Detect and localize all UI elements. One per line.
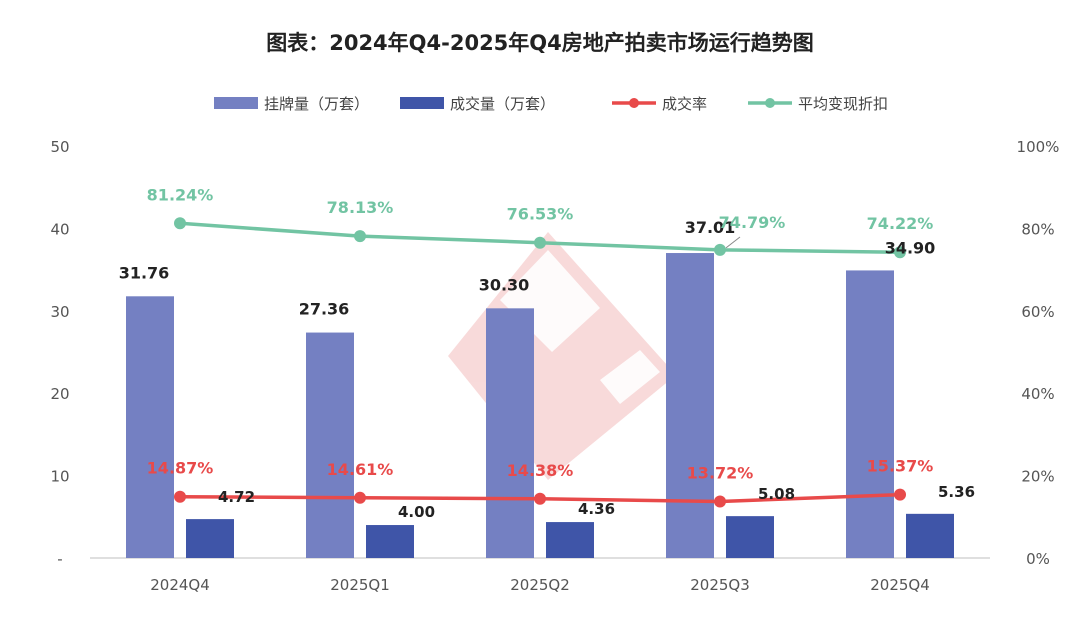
label-avg-discount: 76.53% [507, 205, 574, 224]
y-right-tick-label: 60% [1021, 303, 1054, 321]
legend-swatch-dot [765, 98, 775, 108]
y-left-tick-label: 20 [50, 385, 69, 403]
bar-deals [366, 525, 414, 558]
y-left-tick-label: - [57, 550, 62, 568]
point-deal-rate [894, 488, 906, 501]
point-avg-discount [354, 230, 366, 243]
point-deal-rate [174, 490, 186, 503]
leader-line [725, 236, 741, 249]
label-deal-rate: 14.61% [327, 460, 394, 479]
point-avg-discount [534, 236, 546, 249]
y-right-tick-label: 80% [1021, 220, 1054, 238]
x-tick-label: 2025Q2 [510, 576, 570, 594]
point-deal-rate [354, 491, 366, 504]
lines [174, 217, 906, 508]
label-avg-discount: 81.24% [147, 185, 214, 204]
y-left-tick-label: 50 [50, 138, 69, 156]
point-deal-rate [534, 492, 546, 505]
label-deals: 4.00 [398, 503, 435, 521]
x-tick-label: 2025Q4 [870, 576, 930, 594]
label-listing: 27.36 [299, 300, 350, 319]
bar-deals [546, 522, 594, 558]
x-tick-label: 2025Q1 [330, 576, 390, 594]
data-labels: 31.76 27.36 30.30 37.01 34.90 4.72 4.00 4.36 5.0… [119, 185, 975, 521]
bar-listing [306, 332, 354, 558]
y-left-tick-label: 40 [50, 220, 69, 238]
label-deals: 5.08 [758, 485, 795, 503]
label-deal-rate: 13.72% [687, 463, 754, 482]
bars [126, 253, 954, 558]
label-avg-discount: 74.79% [719, 213, 786, 232]
watermark-logo-icon [448, 232, 676, 480]
bar-deals [726, 516, 774, 558]
y-right-tick-label: 100% [1017, 138, 1060, 156]
label-listing: 30.30 [479, 275, 530, 294]
bar-listing [846, 270, 894, 558]
bar-listing [666, 253, 714, 558]
bar-deals [186, 519, 234, 558]
legend-label: 挂牌量（万套） [264, 95, 369, 113]
y-right-tick-label: 40% [1021, 385, 1054, 403]
point-deal-rate [714, 495, 726, 508]
y-left-tick-label: 30 [50, 303, 69, 321]
legend-swatch [214, 97, 258, 109]
x-tick-label: 2024Q4 [150, 576, 210, 594]
label-deals: 4.36 [578, 500, 615, 518]
point-avg-discount [714, 243, 726, 256]
label-deal-rate: 15.37% [867, 457, 934, 476]
y-right-tick-label: 0% [1026, 550, 1050, 568]
label-deals: 4.72 [218, 488, 255, 506]
legend-swatch [400, 97, 444, 109]
point-avg-discount [894, 246, 906, 259]
label-avg-discount: 74.22% [867, 214, 934, 233]
legend: 挂牌量（万套） 成交量（万套） 成交率 平均变现折扣 [214, 95, 888, 113]
bar-listing [126, 296, 174, 558]
label-deal-rate: 14.87% [147, 459, 214, 478]
label-deal-rate: 14.38% [507, 461, 574, 480]
point-avg-discount [174, 217, 186, 230]
legend-label: 平均变现折扣 [798, 95, 888, 113]
chart-title: 图表：2024年Q4-2025年Q4房地产拍卖市场运行趋势图 [266, 31, 814, 55]
legend-swatch-dot [629, 98, 639, 108]
legend-label: 成交率 [662, 95, 707, 113]
label-listing: 31.76 [119, 263, 170, 282]
label-listing: 37.01 [685, 218, 736, 237]
label-avg-discount: 78.13% [327, 198, 394, 217]
y-left-tick-label: 10 [50, 468, 69, 486]
bar-deals [906, 513, 954, 558]
y-right-tick-label: 20% [1021, 468, 1054, 486]
label-deals: 5.36 [938, 483, 975, 501]
axes: - 10 20 30 40 50 0% 20% 40% 60% 80% 100% 2024Q4 2025Q… [50, 138, 1059, 594]
x-tick-label: 2025Q3 [690, 576, 750, 594]
bar-listing [486, 308, 534, 558]
legend-label: 成交量（万套） [450, 95, 555, 113]
label-listing: 34.90 [885, 238, 936, 257]
